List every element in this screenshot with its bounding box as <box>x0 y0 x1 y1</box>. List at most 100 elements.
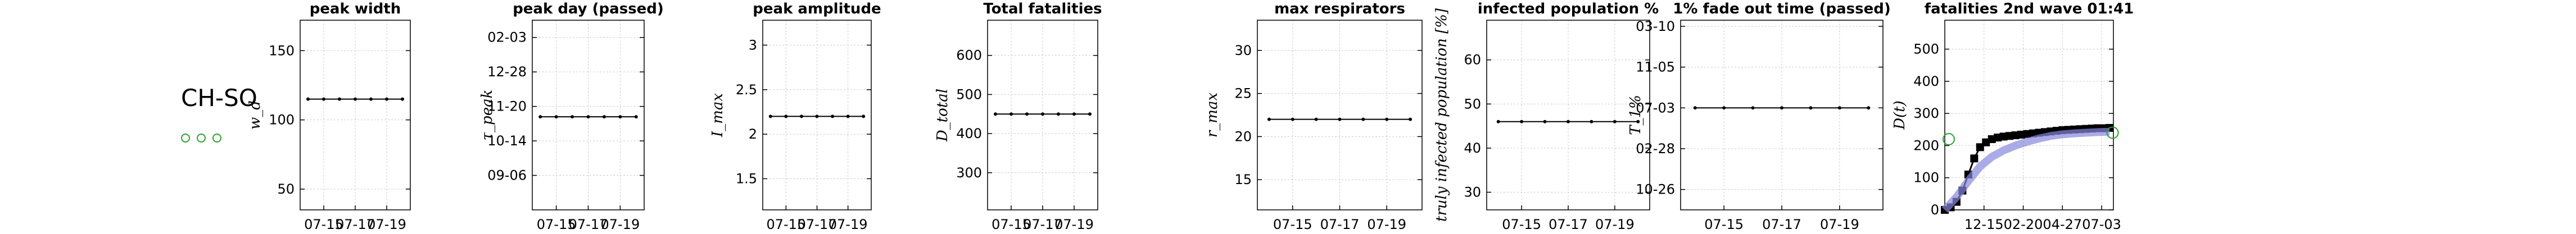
y-tick-label: 02-28 <box>1636 141 1675 157</box>
y-axis-label: T_1% <box>1627 95 1644 135</box>
data-point <box>1751 106 1755 110</box>
data-point <box>1613 120 1617 123</box>
data-point <box>994 112 997 116</box>
x-tick-label: 07-19 <box>1054 217 1094 232</box>
data-point <box>768 114 772 118</box>
y-tick-label: 50 <box>277 181 295 197</box>
data-point <box>1590 120 1593 123</box>
data-point <box>1361 117 1365 121</box>
legend-marker <box>181 134 190 143</box>
y-tick-label: 09-06 <box>487 168 527 183</box>
x-tick-label: 07-19 <box>600 217 640 232</box>
data-point <box>571 115 574 119</box>
data-point <box>1072 112 1076 116</box>
y-tick-label: 07-03 <box>1636 100 1675 116</box>
y-tick-label: 400 <box>956 126 982 141</box>
y-tick-label: 2 <box>749 126 757 142</box>
legend-marker <box>197 134 206 143</box>
x-tick-label: 07-15 <box>992 217 1031 232</box>
y-tick-label: 12-28 <box>487 64 527 80</box>
y-axis-label: D(t) <box>1891 100 1908 130</box>
data-point <box>1041 112 1044 116</box>
x-tick-label: 07-19 <box>1595 217 1635 232</box>
data-point <box>1722 106 1726 110</box>
chart-title: peak width <box>310 1 401 17</box>
data-point <box>554 115 558 119</box>
data-point <box>1809 106 1813 110</box>
chart-title: peak amplitude <box>753 1 881 17</box>
data-point <box>1088 112 1092 116</box>
data-point <box>1780 106 1783 110</box>
data-point <box>538 115 542 119</box>
axes-frame <box>1486 20 1650 210</box>
y-tick-label: 400 <box>1913 74 1939 89</box>
data-point <box>846 114 850 118</box>
y-tick-label: 600 <box>956 48 982 63</box>
x-tick-label: 07-17 <box>336 217 375 232</box>
y-tick-label: 100 <box>269 112 295 128</box>
data-point <box>1025 112 1029 116</box>
legend-marker <box>212 134 221 143</box>
data-point <box>586 115 590 119</box>
x-tick-label: 07-17 <box>1320 217 1360 232</box>
data-point <box>1636 120 1640 123</box>
chart-title: Total fatalities <box>983 1 1102 17</box>
y-axis-label: w_d <box>247 100 264 130</box>
y-tick-label: 30 <box>1234 43 1252 58</box>
y-axis-label: D_total <box>934 89 951 142</box>
x-tick-label: 07-17 <box>798 217 837 232</box>
y-tick-label: 40 <box>1464 140 1481 156</box>
data-point <box>1543 120 1547 123</box>
y-axis-label: r_max <box>1204 93 1221 138</box>
x-tick-label: 07-15 <box>1502 217 1541 232</box>
data-point <box>338 97 341 101</box>
x-tick-label: 02-20 <box>2004 217 2043 232</box>
y-tick-label: 500 <box>956 86 982 102</box>
data-point <box>1314 117 1318 121</box>
y-tick-label: 500 <box>1913 42 1939 57</box>
data-point <box>1867 106 1871 110</box>
x-tick-label: 07-17 <box>1549 217 1588 232</box>
data-point <box>1057 112 1060 116</box>
y-tick-label: 20 <box>1234 129 1252 144</box>
x-tick-label: 07-17 <box>1762 217 1801 232</box>
data-point <box>354 97 357 101</box>
data-point <box>306 97 310 101</box>
y-tick-label: 30 <box>1464 185 1481 200</box>
chart-title: fatalities 2nd wave 01:41 <box>1925 1 2134 17</box>
y-tick-label: 60 <box>1464 52 1481 68</box>
region-label: CH-SO <box>181 84 257 112</box>
y-axis-label: truly infected population [%] <box>1433 8 1450 222</box>
y-tick-label: 200 <box>1913 137 1939 153</box>
x-tick-label: 07-15 <box>766 217 805 232</box>
data-point <box>831 114 835 118</box>
y-tick-label: 150 <box>269 43 295 58</box>
data-point <box>1837 106 1841 110</box>
y-tick-label: 300 <box>956 165 982 181</box>
data-point <box>1385 117 1389 121</box>
y-tick-label: 10-14 <box>487 133 527 149</box>
data-point <box>1693 106 1697 110</box>
data-point <box>1338 117 1342 121</box>
axes-frame <box>1944 20 2114 210</box>
data-point <box>385 97 388 101</box>
y-tick-label: 25 <box>1234 86 1252 102</box>
open-marker <box>1942 132 1955 145</box>
x-tick-label: 07-19 <box>367 217 406 232</box>
data-point <box>1520 120 1524 123</box>
legend-markers <box>181 134 221 143</box>
x-tick-label: 07-15 <box>537 217 576 232</box>
y-tick-label: 50 <box>1464 96 1481 112</box>
y-tick-label: 11-20 <box>487 99 527 114</box>
data-point <box>1970 154 1979 163</box>
x-tick-label: 07-15 <box>1273 217 1312 232</box>
x-tick-label: 07-03 <box>2082 217 2121 232</box>
chart-title: 1% fade out time (passed) <box>1673 1 1890 17</box>
y-tick-label: 02-03 <box>487 30 527 45</box>
data-point <box>1496 120 1500 123</box>
open-marker <box>2106 126 2119 139</box>
chart-title: infected population % <box>1478 1 1659 17</box>
x-tick-label: 07-19 <box>829 217 868 232</box>
y-tick-label: 11-05 <box>1636 59 1675 75</box>
